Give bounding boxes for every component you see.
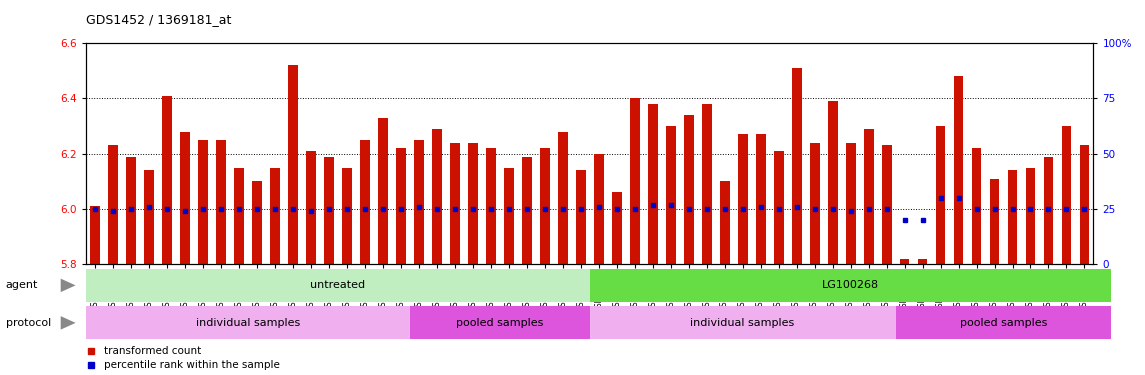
Bar xyxy=(396,148,405,264)
Bar xyxy=(665,126,676,264)
Text: LG100268: LG100268 xyxy=(822,280,879,290)
Bar xyxy=(935,126,946,264)
Bar xyxy=(1043,156,1053,264)
Bar xyxy=(558,132,568,264)
Bar xyxy=(648,104,657,264)
Bar xyxy=(737,134,748,264)
Text: agent: agent xyxy=(6,280,38,290)
Bar xyxy=(900,259,909,264)
Bar xyxy=(1026,168,1035,264)
Bar xyxy=(1061,126,1072,264)
Bar xyxy=(108,146,118,264)
Bar xyxy=(432,129,442,264)
Bar xyxy=(468,142,477,264)
Text: protocol: protocol xyxy=(6,318,52,328)
Bar xyxy=(180,132,190,264)
Bar xyxy=(810,142,820,264)
Bar xyxy=(828,101,837,264)
Bar xyxy=(270,168,279,264)
Text: GDS1452 / 1369181_at: GDS1452 / 1369181_at xyxy=(86,13,231,26)
Bar xyxy=(590,306,895,339)
Bar xyxy=(917,259,927,264)
Bar xyxy=(895,306,1112,339)
Bar xyxy=(863,129,874,264)
Bar xyxy=(413,140,424,264)
Bar xyxy=(485,148,496,264)
Text: percentile rank within the sample: percentile rank within the sample xyxy=(104,360,279,370)
Text: pooled samples: pooled samples xyxy=(456,318,544,328)
Bar xyxy=(504,168,514,264)
Text: untreated: untreated xyxy=(310,280,365,290)
Bar xyxy=(882,146,892,264)
Bar xyxy=(306,151,316,264)
Bar xyxy=(90,206,100,264)
Bar xyxy=(522,156,531,264)
Bar xyxy=(576,170,585,264)
Bar xyxy=(702,104,711,264)
Bar xyxy=(630,98,640,264)
Bar xyxy=(720,182,729,264)
Bar xyxy=(954,76,963,264)
Bar xyxy=(684,115,694,264)
Bar xyxy=(774,151,783,264)
Bar xyxy=(287,65,298,264)
Bar xyxy=(161,96,172,264)
Bar xyxy=(1008,170,1018,264)
Bar xyxy=(756,134,766,264)
Bar xyxy=(791,68,802,264)
Bar xyxy=(360,140,370,264)
Text: individual samples: individual samples xyxy=(196,318,300,328)
Bar xyxy=(1080,146,1089,264)
Bar xyxy=(846,142,855,264)
Bar xyxy=(972,148,981,264)
Bar xyxy=(342,168,352,264)
Bar xyxy=(216,140,226,264)
Bar xyxy=(144,170,153,264)
Bar xyxy=(126,156,136,264)
Bar xyxy=(539,148,550,264)
Bar xyxy=(590,269,1112,302)
Bar xyxy=(989,178,1000,264)
Text: pooled samples: pooled samples xyxy=(960,318,1048,328)
Bar xyxy=(450,142,459,264)
Bar xyxy=(86,269,590,302)
Bar xyxy=(594,154,603,264)
Bar xyxy=(252,182,262,264)
Bar xyxy=(234,168,244,264)
Bar xyxy=(611,192,622,264)
Text: transformed count: transformed count xyxy=(104,346,202,356)
Bar xyxy=(86,306,410,339)
Bar xyxy=(410,306,590,339)
Bar xyxy=(378,118,388,264)
Bar xyxy=(324,156,333,264)
Bar xyxy=(198,140,207,264)
Text: individual samples: individual samples xyxy=(690,318,795,328)
